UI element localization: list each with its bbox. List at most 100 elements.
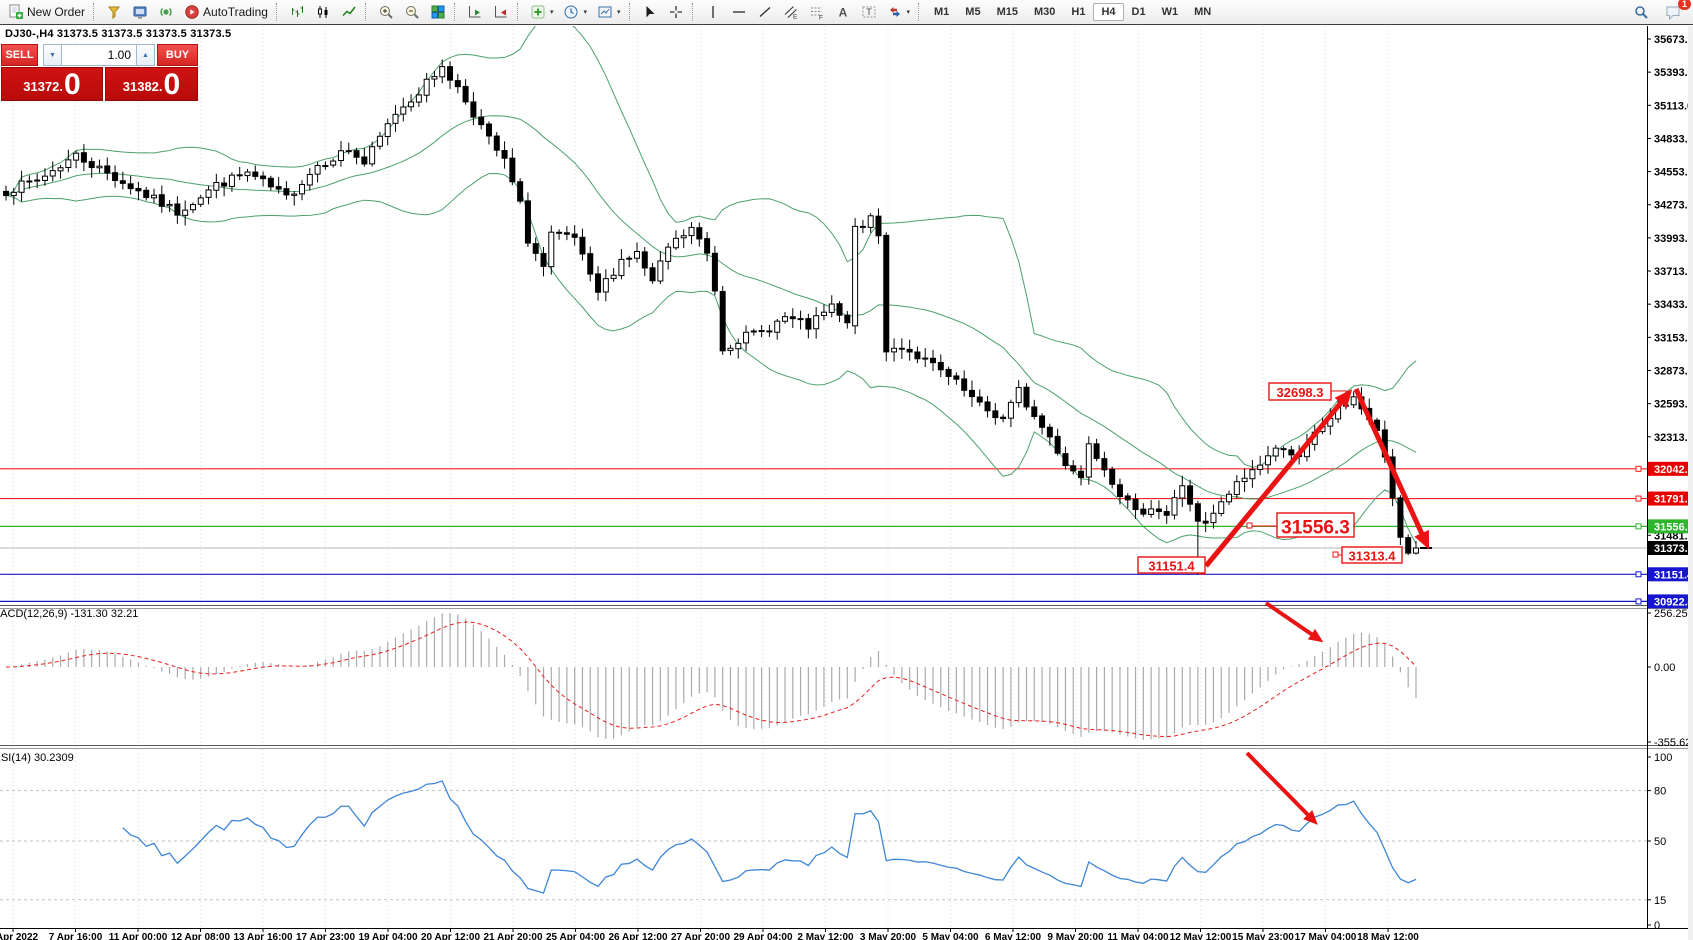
cursor-button[interactable] [637, 1, 663, 23]
templates-button[interactable]: ▾ [592, 1, 626, 23]
svg-text:13 Apr 16:00: 13 Apr 16:00 [233, 932, 293, 940]
svg-text:31313.4: 31313.4 [1349, 549, 1397, 564]
toolbar-separator [516, 3, 521, 21]
notification-count-badge: 1 [1677, 0, 1691, 10]
support-price-label[interactable]: 31556.3 [1276, 512, 1355, 539]
svg-text:31151.4: 31151.4 [1654, 569, 1693, 581]
svg-text:0: 0 [1654, 920, 1660, 932]
triangle-down-icon: ▼ [49, 51, 56, 59]
metaeditor-button[interactable] [127, 1, 153, 23]
svg-text:11 May 04:00: 11 May 04:00 [1107, 932, 1169, 940]
up-trend-arrow[interactable] [1204, 389, 1353, 568]
crosshair-button[interactable] [663, 1, 689, 23]
svg-text:31791.2: 31791.2 [1654, 494, 1693, 506]
svg-text:29 Apr 04:00: 29 Apr 04:00 [733, 932, 793, 940]
buy-price-panel[interactable]: 31382. 0 [105, 67, 198, 101]
symbol-ohlc-bar: DJ30-,H4 31373.5 31373.5 31373.5 31373.5 [5, 28, 232, 40]
svg-text:32873.0: 32873.0 [1654, 365, 1693, 377]
svg-text:100: 100 [1654, 752, 1672, 764]
auto-scroll-button[interactable] [462, 1, 488, 23]
zoom-in-button[interactable] [373, 1, 399, 23]
trendline-icon [757, 4, 773, 20]
svg-text:33433.0: 33433.0 [1654, 299, 1693, 311]
down-trend-arrow[interactable] [1353, 387, 1430, 550]
swing-low-price-label[interactable]: 31151.4 [1137, 556, 1206, 574]
tile-windows-button[interactable] [425, 1, 451, 23]
trendline-button[interactable] [752, 1, 778, 23]
volume-increase-button[interactable]: ▲ [136, 44, 155, 66]
sell-button[interactable]: SELL [1, 44, 38, 66]
svg-text:2 May 12:00: 2 May 12:00 [797, 932, 854, 940]
rsi-down-arrow[interactable] [1245, 751, 1318, 825]
svg-text:7 Apr 16:00: 7 Apr 16:00 [49, 932, 103, 940]
label-button[interactable]: T [856, 1, 882, 23]
svg-text:256.25: 256.25 [1654, 608, 1688, 620]
svg-text:35113.0: 35113.0 [1654, 100, 1693, 112]
svg-text:0.00: 0.00 [1654, 662, 1675, 674]
buy-button[interactable]: BUY [157, 44, 198, 66]
templates-icon [597, 4, 613, 20]
toolbar-separator [628, 3, 633, 21]
horizontal-line-button[interactable] [726, 1, 752, 23]
chart-shift-button[interactable] [488, 1, 514, 23]
timeframe-button-mn[interactable]: MN [1194, 6, 1212, 18]
bar-chart-button[interactable] [284, 1, 310, 23]
toolbar-separator [918, 3, 922, 21]
candlestick-button[interactable] [310, 1, 336, 23]
zoom-out-button[interactable] [399, 1, 425, 23]
timeframe-button-m5[interactable]: M5 [965, 6, 981, 18]
timeframe-button-w1[interactable]: W1 [1161, 6, 1179, 18]
peak-price-label[interactable]: 32698.3 [1268, 382, 1332, 401]
signals-button[interactable] [153, 1, 179, 23]
search-button[interactable] [1628, 1, 1654, 23]
svg-text:33713.0: 33713.0 [1654, 266, 1693, 278]
timeframe-button-m1[interactable]: M1 [934, 6, 950, 18]
crosshair-icon [668, 4, 684, 20]
timeframe-button-m30[interactable]: M30 [1033, 6, 1056, 18]
channel-button[interactable]: E [778, 1, 804, 23]
autotrading-button[interactable]: AutoTrading [179, 1, 273, 23]
chart-canvas[interactable]: 35673.0 35393.0 35113.0 34833.0 34553.0 34273… [0, 26, 1693, 940]
svg-text:F: F [819, 15, 823, 21]
periods-button[interactable]: ▾ [558, 1, 592, 23]
timeframe-button-d1[interactable]: D1 [1131, 6, 1146, 18]
dropdown-arrow-icon: ▾ [906, 9, 911, 16]
sell-price-panel[interactable]: 31372. 0 [1, 67, 103, 101]
svg-text:25 Apr 04:00: 25 Apr 04:00 [546, 932, 606, 940]
svg-text:6 Apr 2022: 6 Apr 2022 [0, 932, 39, 940]
macd-down-arrow[interactable] [1264, 601, 1324, 643]
indicators-button[interactable]: ▾ [525, 1, 559, 23]
fibonacci-button[interactable]: F [804, 1, 830, 23]
vertical-line-icon [705, 4, 721, 20]
metaeditor-icon [132, 4, 148, 20]
toolbar-separator [364, 3, 369, 21]
svg-text:18 May 12:00: 18 May 12:00 [1357, 932, 1419, 940]
line-chart-button[interactable] [336, 1, 362, 23]
bar-chart-icon [289, 4, 305, 20]
chart-wizard-button[interactable] [101, 1, 127, 23]
svg-text:31556.3: 31556.3 [1281, 518, 1350, 539]
dropdown-arrow-icon: ▾ [549, 9, 554, 16]
periods-icon [563, 4, 579, 20]
buy-price-big-digit: 0 [163, 68, 181, 101]
timeframe-button-m15[interactable]: M15 [996, 6, 1018, 18]
signals-icon [158, 4, 174, 20]
volume-decrease-button[interactable]: ▼ [43, 44, 62, 66]
svg-text:31373.5: 31373.5 [1654, 543, 1693, 555]
svg-text:A: A [838, 6, 847, 20]
text-button[interactable]: A [830, 1, 856, 23]
svg-text:32042.3: 32042.3 [1654, 464, 1693, 476]
svg-text:20 Apr 12:00: 20 Apr 12:00 [421, 932, 481, 940]
notifications-button[interactable]: 1 [1660, 0, 1691, 23]
toolbar-separator [453, 3, 458, 21]
last-low-price-label[interactable]: 31313.4 [1341, 546, 1403, 564]
timeframe-button-h1[interactable]: H1 [1071, 6, 1086, 18]
arrows-icon [887, 4, 903, 20]
volume-input[interactable]: 1.00 [62, 44, 136, 66]
chart-shift-icon [493, 4, 509, 20]
dropdown-arrow-icon: ▾ [616, 9, 621, 16]
vertical-line-button[interactable] [700, 1, 726, 23]
timeframe-button-h4[interactable]: H4 [1093, 3, 1124, 21]
arrows-button[interactable]: ▾ [882, 1, 916, 23]
new-order-button[interactable]: New Order [3, 1, 90, 23]
